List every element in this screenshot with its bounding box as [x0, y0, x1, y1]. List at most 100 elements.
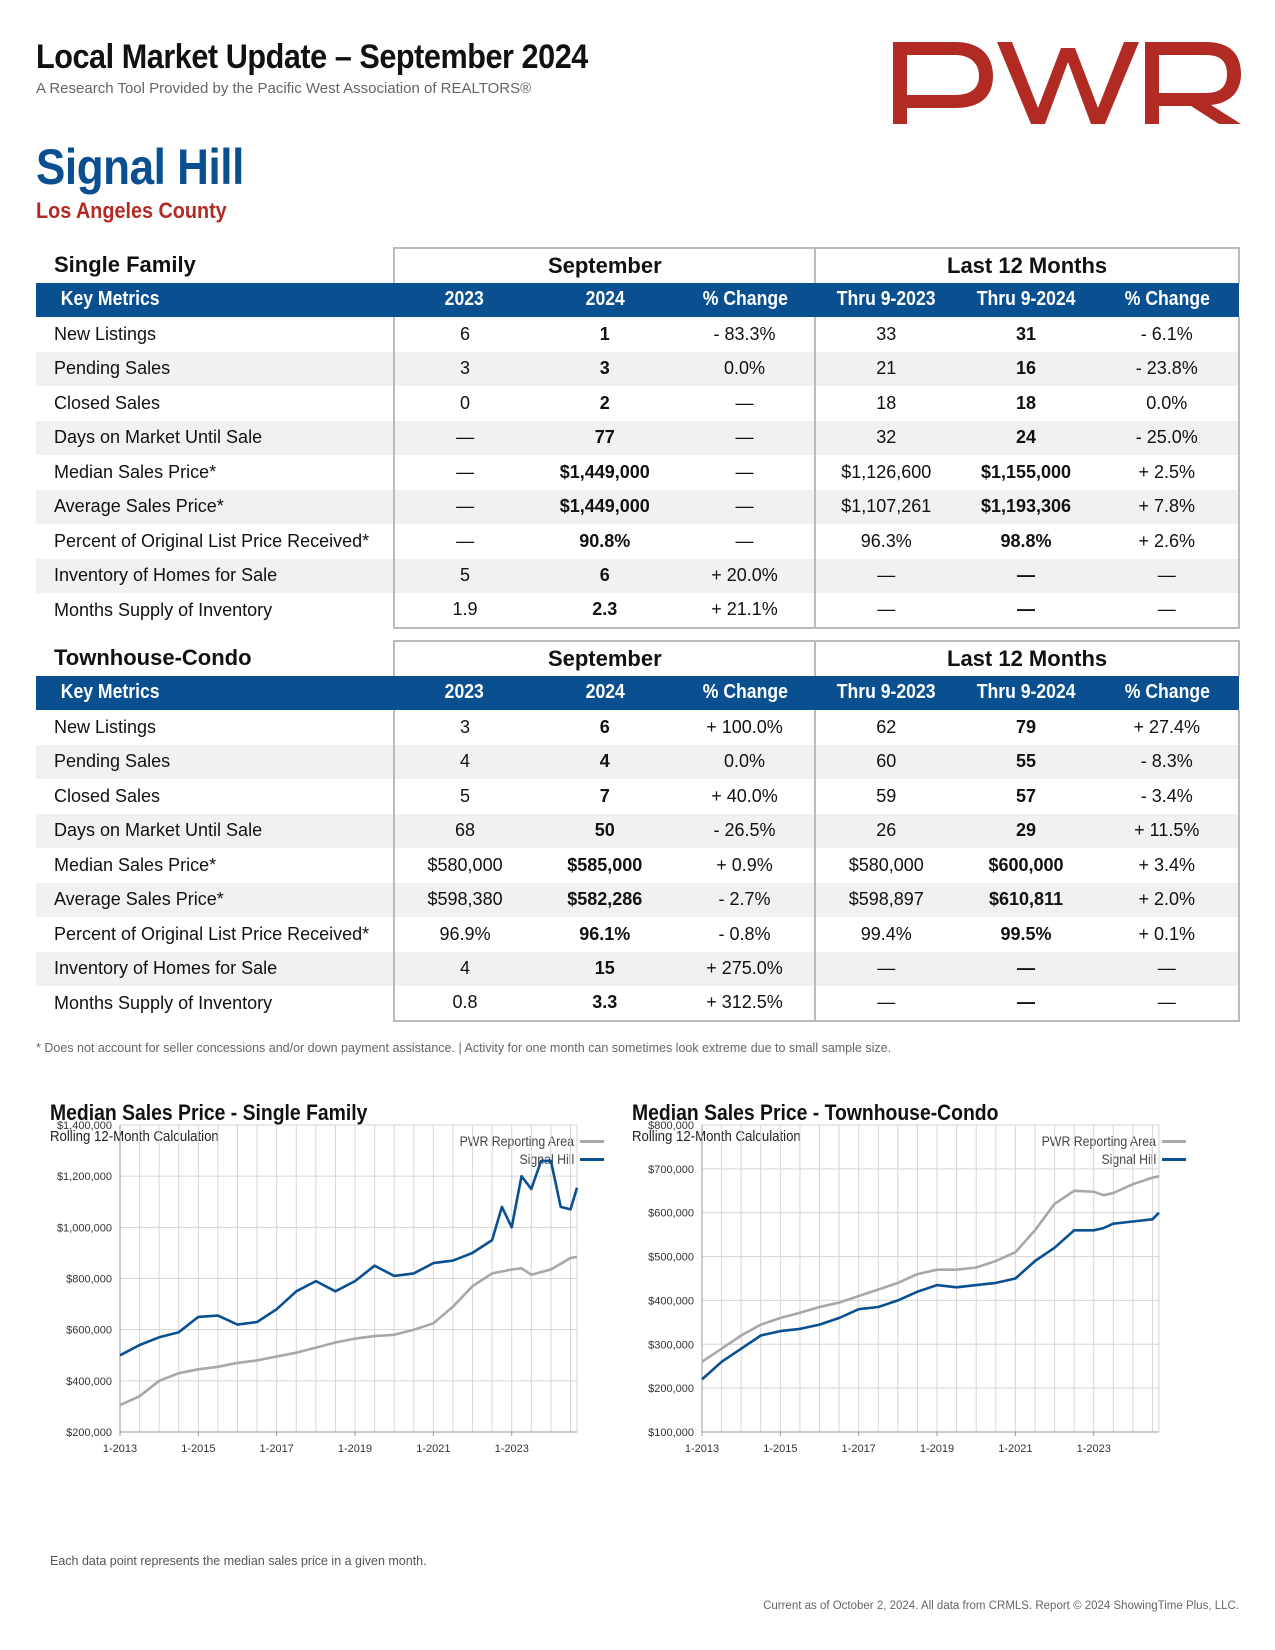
metric-value: 60 — [814, 744, 957, 779]
metric-value: — — [735, 461, 754, 482]
column-header: 2023 — [394, 675, 535, 710]
chart-legend: PWR Reporting Area Signal Hill — [444, 1132, 604, 1168]
y-tick-label: $700,000 — [648, 1164, 694, 1176]
metric-value: $585,000 — [567, 854, 643, 875]
chart-legend: PWR Reporting Area Signal Hill — [1026, 1132, 1186, 1168]
column-header-label: 2024 — [585, 681, 625, 704]
county-name: Los Angeles County — [36, 198, 227, 223]
metric-value: — — [735, 530, 754, 551]
metric-value: 18 — [1015, 392, 1036, 413]
townhouse-condo-table: Townhouse-Condo September Last 12 Months Ke… — [36, 640, 1241, 1022]
metric-value: 2 — [599, 392, 610, 413]
y-tick-label: $100,000 — [648, 1427, 694, 1439]
y-tick-label: $200,000 — [66, 1427, 112, 1439]
table-row: Months Supply of Inventory 0.8 3.3 + 312.5%… — [36, 986, 1241, 1022]
metric-value: $610,811 — [956, 882, 1096, 917]
metric-value: - 23.8% — [1095, 351, 1241, 386]
metric-label: Days on Market Until Sale — [36, 420, 395, 455]
chart-title: Median Sales Price - Single Family — [50, 1100, 368, 1125]
metric-value: — — [1095, 593, 1241, 629]
metric-value: — — [956, 558, 1096, 593]
metric-label: Inventory of Homes for Sale — [36, 951, 395, 986]
x-tick-label: 1-2019 — [338, 1443, 372, 1455]
metric-value: 3 — [393, 351, 535, 386]
series-line-signal-hill — [701, 1211, 1160, 1381]
group-header-last-12-months: Last 12 Months — [814, 247, 1240, 283]
series-line-signal-hill — [119, 1159, 579, 1357]
metric-value: 33 — [814, 317, 957, 352]
metric-value: — — [1095, 951, 1241, 986]
group-header-september: September — [393, 247, 816, 283]
metric-label: Average Sales Price* — [36, 882, 395, 917]
column-header-label: 2023 — [444, 681, 485, 704]
metric-value: $1,107,261 — [814, 489, 957, 524]
metric-label: New Listings — [54, 716, 157, 737]
metric-label: New Listings — [54, 323, 157, 344]
x-tick-label: 1-2021 — [416, 1443, 450, 1455]
metric-value: - 26.5% — [674, 813, 816, 848]
metric-value: + 21.1% — [674, 593, 816, 629]
metric-value: 26 — [814, 813, 957, 848]
metric-value: — — [1095, 986, 1241, 1022]
metric-value: 57 — [1015, 785, 1036, 806]
metric-label: Pending Sales — [36, 744, 395, 779]
legend-item: Signal Hill — [1026, 1150, 1186, 1168]
column-header: 2024 — [534, 282, 675, 317]
metric-value: 6 — [393, 317, 535, 352]
column-header: 2023 — [394, 282, 535, 317]
table-row: Median Sales Price* — $1,449,000 — $1,126,60… — [36, 455, 1241, 490]
y-tick-label: $500,000 — [648, 1252, 694, 1264]
metric-value: — — [674, 489, 816, 524]
column-header-label: Thru 9-2024 — [976, 681, 1076, 704]
y-tick-label: $800,000 — [66, 1274, 112, 1286]
table-group-header: Townhouse-Condo September Last 12 Months — [36, 640, 1240, 676]
single-family-table: Single Family September Last 12 Months Key … — [36, 247, 1241, 629]
metric-value: $580,000 — [814, 848, 957, 883]
metric-value: 99.4% — [814, 917, 957, 952]
metric-value: 90.8% — [579, 530, 631, 551]
metric-value: 3.3 — [534, 986, 675, 1022]
chart-subtitle: Rolling 12-Month Calculation — [632, 1128, 801, 1145]
metric-value: $1,193,306 — [956, 489, 1096, 524]
area-name: Signal Hill — [36, 139, 244, 195]
metric-value: 62 — [814, 710, 957, 745]
metric-value: — — [393, 420, 535, 455]
metric-value: 0.0% — [674, 351, 816, 386]
table-row: Closed Sales 0 2 — 18 18 0.0% — [36, 386, 1241, 421]
series-line-reporting-area — [119, 1255, 578, 1407]
metric-value: 4 — [393, 951, 535, 986]
chart-note: Each data point represents the median sa… — [50, 1554, 427, 1568]
metric-value: — — [956, 951, 1096, 986]
metric-value: 98.8% — [1000, 530, 1052, 551]
legend-swatch — [580, 1157, 604, 1161]
metric-label: Average Sales Price* — [36, 489, 395, 524]
metric-value: + 11.5% — [1095, 813, 1241, 848]
table-title: Single Family — [54, 252, 196, 278]
metric-value: — — [735, 392, 754, 413]
metric-value: 96.3% — [814, 524, 957, 559]
metric-value: 4 — [534, 744, 675, 779]
metric-value: 3 — [534, 351, 675, 386]
metric-value: — — [1095, 558, 1241, 593]
legend-label: PWR Reporting Area — [1041, 1133, 1156, 1149]
metric-value: — — [814, 593, 957, 629]
group-header-september: September — [393, 640, 816, 676]
metric-value: $1,155,000 — [980, 461, 1072, 482]
metric-value: - 3.4% — [1095, 779, 1241, 814]
report-title: Local Market Update – September 2024 — [36, 38, 588, 76]
metric-value: 99.5% — [1000, 923, 1052, 944]
metric-value: - 6.1% — [1095, 317, 1241, 352]
metric-value: — — [393, 489, 535, 524]
metric-value: 1 — [599, 323, 610, 344]
legend-item: Signal Hill — [444, 1150, 604, 1168]
x-tick-label: 1-2019 — [920, 1443, 954, 1455]
report-subtitle: A Research Tool Provided by the Pacific … — [36, 80, 532, 97]
metric-value: 50 — [534, 813, 675, 848]
metric-value: - 8.3% — [1095, 744, 1241, 779]
x-tick-label: 1-2013 — [685, 1443, 719, 1455]
metric-value: $580,000 — [393, 848, 535, 883]
x-tick-label: 1-2013 — [103, 1443, 137, 1455]
column-header-label: % Change — [1124, 681, 1210, 704]
legend-label: Signal Hill — [1101, 1151, 1156, 1167]
metric-value: — — [814, 951, 957, 986]
